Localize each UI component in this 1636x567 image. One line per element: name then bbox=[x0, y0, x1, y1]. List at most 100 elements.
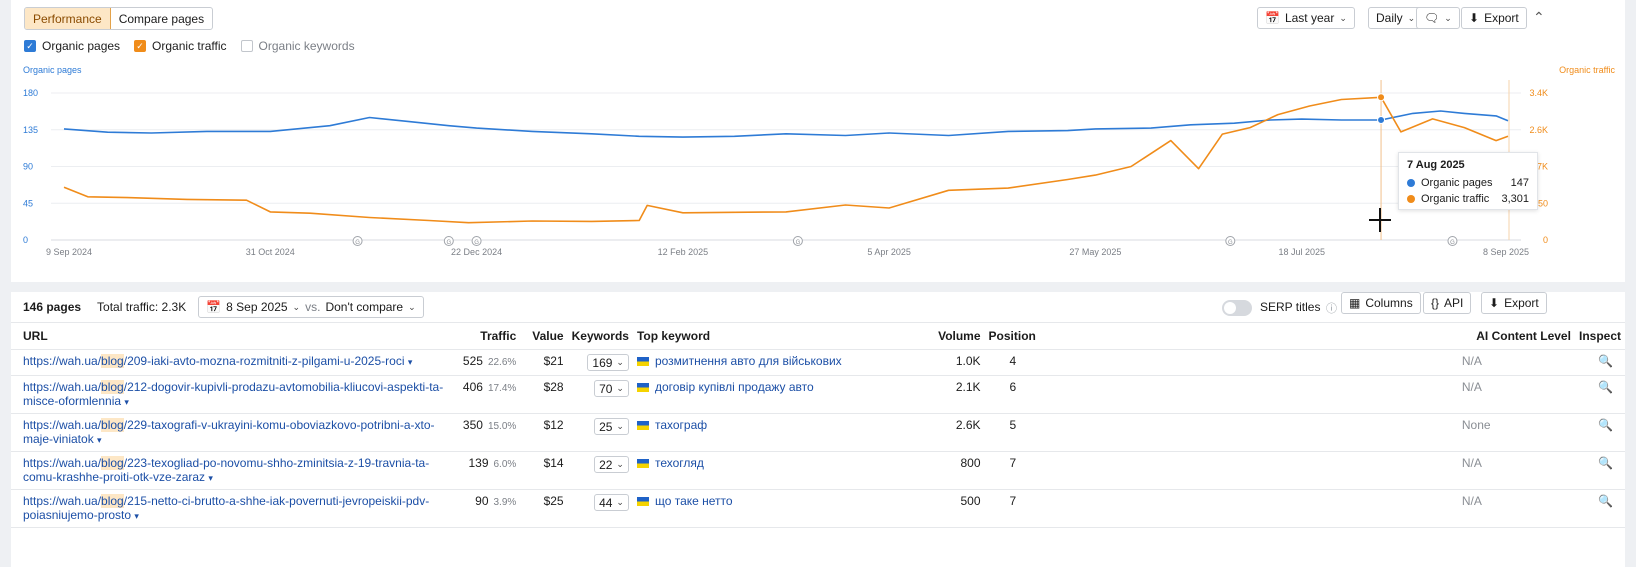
url-cell[interactable]: https://wah.ua/blog/209-iaki-avto-mozna-… bbox=[11, 349, 459, 376]
top-keyword-link[interactable]: що таке нетто bbox=[654, 494, 733, 508]
right-tick-label: 2.6K bbox=[1529, 125, 1548, 135]
keywords-dropdown[interactable]: 44 ⌄ bbox=[594, 494, 629, 511]
annotation-marker-icon bbox=[1447, 236, 1458, 246]
date-compare-dropdown[interactable]: 📅 8 Sep 2025 ⌄ vs. Don't compare ⌄ bbox=[198, 296, 424, 318]
chart-series bbox=[63, 96, 1509, 224]
magnifier-icon[interactable]: 🔍 bbox=[1598, 418, 1613, 432]
caret-down-icon[interactable]: ▾ bbox=[407, 357, 413, 367]
left-tick-label: 0 bbox=[23, 235, 28, 245]
url-path: /212-dogovir-kupivli-prodazu-avtomobilia… bbox=[23, 380, 444, 408]
position-cell: 6 bbox=[984, 375, 1045, 414]
col-keywords[interactable]: Keywords bbox=[567, 322, 633, 350]
col-top-keyword[interactable]: Top keyword bbox=[632, 322, 935, 350]
tab-compare-pages[interactable]: Compare pages bbox=[118, 11, 205, 26]
series-line-organic-pages bbox=[63, 110, 1509, 138]
col-ai-content-level[interactable]: AI Content Level bbox=[1311, 322, 1575, 350]
top-keyword-link[interactable]: тахограф bbox=[654, 418, 708, 432]
date-range-dropdown[interactable]: 📅 Last year ⌄ bbox=[1257, 7, 1355, 29]
url-highlight: blog bbox=[101, 354, 124, 368]
col-url[interactable]: URL bbox=[11, 322, 459, 350]
url-path: /215-netto-ci-brutto-a-shhe-iak-povernut… bbox=[23, 494, 430, 522]
chevron-down-icon: ⌄ bbox=[616, 459, 624, 469]
traffic-cell: 139 6.0% bbox=[458, 451, 521, 490]
serp-titles-toggle[interactable] bbox=[1222, 300, 1252, 316]
help-icon[interactable]: ⓘ bbox=[1326, 303, 1337, 315]
export-table-button[interactable]: ⬇ Export bbox=[1481, 292, 1547, 314]
performance-chart[interactable]: Organic pages Organic traffic 0 45 90 135 18… bbox=[11, 60, 1625, 270]
tooltip-pages-label: Organic pages bbox=[1421, 177, 1493, 189]
url-cell[interactable]: https://wah.ua/blog/223-texogliad-po-nov… bbox=[11, 451, 459, 490]
metric-toggles: ✓ Organic pages ✓ Organic traffic Organi… bbox=[24, 39, 355, 53]
col-traffic[interactable]: Traffic bbox=[458, 322, 521, 350]
top-keyword-cell: договір купівлі продажу авто bbox=[632, 375, 935, 414]
col-volume[interactable]: Volume bbox=[934, 322, 985, 350]
keywords-count: 70 bbox=[599, 381, 613, 396]
keywords-dropdown[interactable]: 25 ⌄ bbox=[594, 418, 629, 435]
magnifier-icon[interactable]: 🔍 bbox=[1598, 456, 1613, 470]
export-icon: ⬇ bbox=[1469, 11, 1480, 25]
granularity-dropdown[interactable]: Daily ⌄ bbox=[1368, 7, 1424, 29]
organic-pages-label: Organic pages bbox=[42, 39, 121, 53]
organic-traffic-checkbox[interactable]: ✓ Organic traffic bbox=[134, 39, 227, 53]
annotation-marker-icon bbox=[443, 236, 454, 246]
traffic-cell: 350 15.0% bbox=[458, 413, 521, 452]
columns-button[interactable]: ▦ Columns bbox=[1341, 292, 1421, 314]
caret-down-icon[interactable]: ▾ bbox=[134, 511, 139, 521]
url-prefix: https://wah.ua/ bbox=[23, 494, 102, 508]
magnifier-icon[interactable]: 🔍 bbox=[1598, 380, 1613, 394]
annotation-marker-icon bbox=[471, 236, 482, 246]
tooltip-row-pages: Organic pages 147 bbox=[1407, 177, 1529, 189]
export-chart-button[interactable]: ⬇ Export bbox=[1461, 7, 1527, 29]
ai-content-level-cell: N/A bbox=[1311, 489, 1575, 528]
volume-cell: 1.0K bbox=[934, 349, 985, 376]
pages-panel: 146 pages Total traffic: 2.3K 📅 8 Sep 20… bbox=[11, 292, 1625, 567]
annotations-dropdown[interactable]: 🗨 ⌄ bbox=[1416, 7, 1460, 29]
right-axis-ticks: 0 850 1.7K 2.6K 3.4K bbox=[1529, 88, 1548, 245]
magnifier-icon[interactable]: 🔍 bbox=[1598, 354, 1613, 368]
columns-label: Columns bbox=[1365, 296, 1413, 310]
url-cell[interactable]: https://wah.ua/blog/229-taxografi-v-ukra… bbox=[11, 413, 459, 452]
chevron-down-icon: ⌄ bbox=[616, 497, 624, 507]
chevron-down-icon: ⌄ bbox=[408, 301, 416, 312]
col-value[interactable]: Value bbox=[520, 322, 568, 350]
top-keyword-link[interactable]: розмитнення авто для військових bbox=[654, 354, 842, 368]
keywords-count: 44 bbox=[599, 495, 613, 510]
columns-icon: ▦ bbox=[1349, 296, 1361, 310]
keywords-dropdown[interactable]: 169 ⌄ bbox=[587, 354, 629, 371]
keywords-dropdown[interactable]: 70 ⌄ bbox=[594, 380, 629, 397]
value-cell: $14 bbox=[520, 451, 568, 490]
chart-tooltip: 7 Aug 2025 Organic pages 147 Organic tra… bbox=[1398, 152, 1538, 210]
organic-pages-checkbox[interactable]: ✓ Organic pages bbox=[24, 39, 120, 53]
top-keyword-link[interactable]: договір купівлі продажу авто bbox=[654, 380, 814, 394]
annotation-glyph: G bbox=[474, 240, 479, 246]
organic-keywords-checkbox[interactable]: Organic keywords bbox=[240, 39, 355, 53]
url-cell[interactable]: https://wah.ua/blog/212-dogovir-kupivli-… bbox=[11, 375, 459, 414]
col-position[interactable]: Position bbox=[984, 322, 1045, 350]
top-keyword-link[interactable]: техогляд bbox=[654, 456, 704, 470]
x-tick-label: 5 Apr 2025 bbox=[867, 247, 911, 257]
url-cell[interactable]: https://wah.ua/blog/215-netto-ci-brutto-… bbox=[11, 489, 459, 528]
caret-down-icon[interactable]: ▾ bbox=[208, 473, 213, 483]
spacer-cell bbox=[1044, 349, 1312, 376]
collapse-icon[interactable]: ⌃ bbox=[1533, 9, 1545, 25]
annotation-glyph: G bbox=[1450, 240, 1455, 246]
url-prefix: https://wah.ua/ bbox=[23, 456, 102, 470]
keywords-cell: 70 ⌄ bbox=[567, 375, 633, 414]
tab-performance[interactable]: Performance bbox=[25, 8, 111, 29]
pages-count: 146 pages bbox=[23, 300, 82, 314]
caret-down-icon[interactable]: ▾ bbox=[124, 397, 129, 407]
traffic-value: 90 bbox=[475, 494, 489, 508]
url-prefix: https://wah.ua/ bbox=[23, 418, 102, 432]
table-row: https://wah.ua/blog/223-texogliad-po-nov… bbox=[11, 451, 1625, 490]
vs-label: vs. bbox=[305, 300, 321, 314]
api-button[interactable]: {} API bbox=[1423, 292, 1472, 314]
caret-down-icon[interactable]: ▾ bbox=[97, 435, 102, 445]
url-path: /229-taxografi-v-ukrayini-komu-oboviazko… bbox=[23, 418, 435, 446]
traffic-value: 350 bbox=[462, 418, 483, 432]
top-keyword-cell: тахограф bbox=[632, 413, 935, 452]
keywords-cell: 25 ⌄ bbox=[567, 413, 633, 452]
url-highlight: blog bbox=[101, 418, 124, 432]
spacer-cell bbox=[1044, 413, 1312, 452]
keywords-dropdown[interactable]: 22 ⌄ bbox=[594, 456, 629, 473]
magnifier-icon[interactable]: 🔍 bbox=[1598, 494, 1613, 508]
